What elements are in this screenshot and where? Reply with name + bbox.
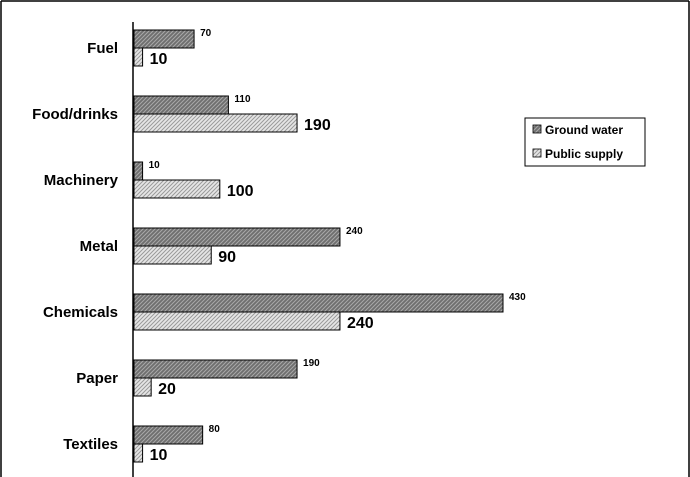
legend-box xyxy=(524,117,646,167)
data-label-public-supply-food-drinks: 190 xyxy=(304,117,331,134)
legend-swatch-ground-water xyxy=(532,124,542,134)
bar-ground-water-metal xyxy=(133,227,341,247)
data-label-public-supply-chemicals: 240 xyxy=(347,315,374,332)
bar-ground-water-chemicals xyxy=(133,293,504,313)
data-label-ground-water-paper: 190 xyxy=(303,358,320,369)
data-label-public-supply-machinery: 100 xyxy=(227,183,254,200)
legend-label-ground-water: Ground water xyxy=(545,123,623,137)
bar-ground-water-paper xyxy=(133,359,298,379)
data-label-ground-water-metal: 240 xyxy=(346,226,363,237)
bar-public-supply-fuel xyxy=(133,47,144,67)
bar-ground-water-fuel xyxy=(133,29,195,49)
bars-layer xyxy=(133,29,504,463)
bar-ground-water-textiles xyxy=(133,425,204,445)
data-label-public-supply-textiles: 10 xyxy=(150,447,168,464)
category-label-metal: Metal xyxy=(80,238,118,255)
bar-public-supply-chemicals xyxy=(133,311,341,331)
legend: Ground water Public supply xyxy=(524,117,646,167)
data-label-ground-water-food-drinks: 110 xyxy=(234,94,251,105)
labels-layer: Fuel 70 10 Food/drinks 110 190 Machinery 10 100 M… xyxy=(32,28,526,464)
category-label-fuel: Fuel xyxy=(87,40,118,57)
data-label-public-supply-fuel: 10 xyxy=(150,51,168,68)
category-label-food-drinks: Food/drinks xyxy=(32,106,118,123)
data-label-public-supply-paper: 20 xyxy=(158,381,176,398)
category-label-textiles: Textiles xyxy=(63,436,118,453)
data-label-ground-water-machinery: 10 xyxy=(149,160,161,171)
category-label-machinery: Machinery xyxy=(44,172,119,189)
data-label-ground-water-textiles: 80 xyxy=(209,424,221,435)
category-label-chemicals: Chemicals xyxy=(43,304,118,321)
bar-public-supply-textiles xyxy=(133,443,144,463)
bar-ground-water-food-drinks xyxy=(133,95,229,115)
legend-swatch-public-supply xyxy=(532,148,542,158)
data-label-ground-water-fuel: 70 xyxy=(200,28,212,39)
legend-label-public-supply: Public supply xyxy=(545,147,623,161)
bar-ground-water-machinery xyxy=(133,161,144,181)
bar-public-supply-food-drinks xyxy=(133,113,298,133)
data-label-ground-water-chemicals: 430 xyxy=(509,292,526,303)
category-label-paper: Paper xyxy=(76,370,118,387)
bar-public-supply-paper xyxy=(133,377,152,397)
bar-public-supply-metal xyxy=(133,245,212,265)
bar-public-supply-machinery xyxy=(133,179,221,199)
data-label-public-supply-metal: 90 xyxy=(218,249,236,266)
